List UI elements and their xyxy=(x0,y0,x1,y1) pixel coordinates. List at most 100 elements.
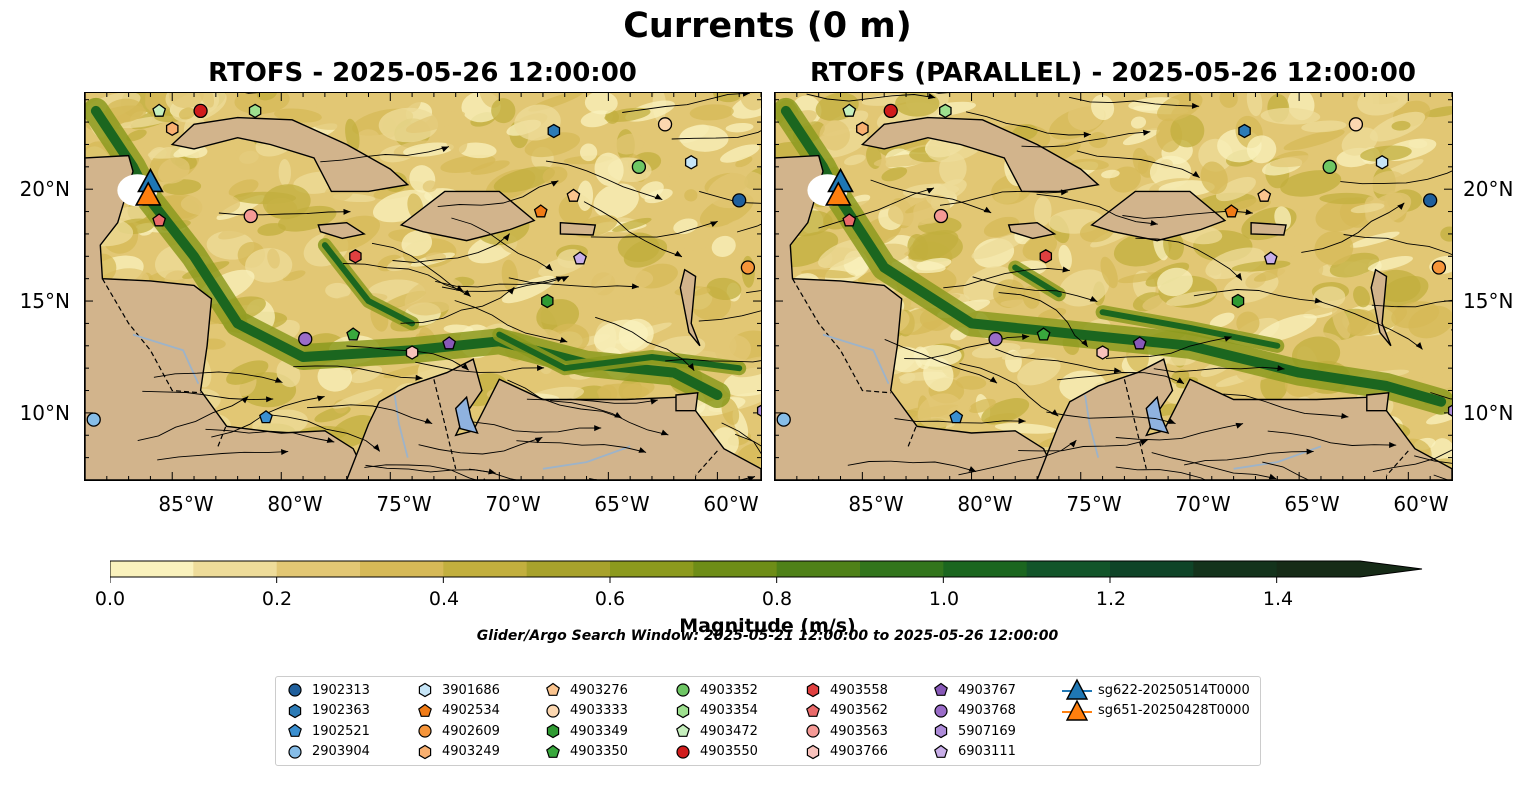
float-marker-4903558[interactable] xyxy=(349,249,362,264)
speed-patch xyxy=(1231,260,1291,272)
streamline xyxy=(959,362,1059,417)
float-marker-4902609[interactable] xyxy=(740,260,756,275)
float-marker-3901686[interactable] xyxy=(1375,155,1389,170)
float-marker-4903472[interactable] xyxy=(152,103,167,117)
legend-label: 1902363 xyxy=(312,703,370,718)
streamline xyxy=(1115,423,1244,441)
speed-patch xyxy=(707,170,761,209)
streamline xyxy=(590,220,718,238)
speed-patch xyxy=(916,257,952,271)
legend-label: 4903766 xyxy=(830,744,888,759)
float-marker-4902534[interactable] xyxy=(533,204,548,218)
streamline xyxy=(847,460,977,473)
float-marker-6903111[interactable] xyxy=(573,251,587,265)
speed-patch xyxy=(689,104,734,121)
speed-patch xyxy=(1391,301,1440,329)
float-marker-4903550[interactable] xyxy=(193,103,208,119)
speed-patch xyxy=(1367,255,1413,272)
streamline-arrow xyxy=(1277,365,1285,372)
float-marker-4903249[interactable] xyxy=(856,121,869,137)
glider-marker-sg651-20250428T0000[interactable] xyxy=(134,181,162,206)
float-marker-4903350[interactable] xyxy=(346,327,361,341)
speed-patch xyxy=(1360,145,1412,162)
streamline-arrow xyxy=(316,395,325,402)
float-marker-4903563[interactable] xyxy=(243,208,258,224)
map-canvas-rtofs-parallel xyxy=(775,93,1452,480)
legend-label: 2903904 xyxy=(312,744,370,759)
float-marker-4903249[interactable] xyxy=(165,121,179,137)
float-marker-4903276[interactable] xyxy=(566,188,581,202)
panel-title-rtofs: RTOFS - 2025-05-26 12:00:00 xyxy=(208,58,637,88)
legend-label: 4903276 xyxy=(570,682,628,698)
float-marker-4903472[interactable] xyxy=(842,103,857,117)
float-marker-4902534[interactable] xyxy=(1224,204,1239,218)
float-marker-5907169[interactable] xyxy=(1447,404,1452,417)
float-marker-1902313[interactable] xyxy=(1423,193,1438,208)
map-panel-rtofs[interactable] xyxy=(84,92,762,481)
speed-patch xyxy=(706,277,742,301)
streamline-arrow xyxy=(1062,266,1070,273)
float-marker-4903354[interactable] xyxy=(248,103,262,119)
float-marker-4903558[interactable] xyxy=(1039,249,1053,264)
speed-patch xyxy=(400,93,422,113)
streamline xyxy=(157,451,289,461)
float-marker-1902521[interactable] xyxy=(949,410,964,424)
float-marker-3901686[interactable] xyxy=(684,155,698,170)
float-marker-4903352[interactable] xyxy=(1322,159,1337,174)
land-south-america xyxy=(1036,358,1452,480)
float-marker-5907169[interactable] xyxy=(756,404,761,417)
float-marker-4903768[interactable] xyxy=(298,331,313,347)
float-marker-4903333[interactable] xyxy=(657,117,673,132)
colorbar xyxy=(109,560,1430,584)
float-marker-4903349[interactable] xyxy=(1231,293,1245,309)
float-marker-4903767[interactable] xyxy=(1132,336,1147,350)
legend-label: 4902609 xyxy=(442,723,500,739)
legend-item-4903249: 4903249 xyxy=(416,742,500,762)
float-marker-1902521[interactable] xyxy=(259,410,273,424)
streamline-arrow xyxy=(373,444,380,452)
float-marker-4903766[interactable] xyxy=(405,345,419,360)
streamline-arrow xyxy=(1113,367,1122,374)
float-marker-1902313[interactable] xyxy=(732,193,747,208)
float-marker-4903562[interactable] xyxy=(152,213,167,227)
speed-patch xyxy=(735,156,753,168)
float-marker-4903550[interactable] xyxy=(883,103,898,119)
float-marker-2903904[interactable] xyxy=(86,412,101,427)
colorbar-tick: 0.4 xyxy=(428,588,460,610)
streamline xyxy=(293,365,423,379)
legend-label: 1902313 xyxy=(312,682,370,698)
speed-patch xyxy=(256,93,278,101)
float-marker-4903768[interactable] xyxy=(988,331,1003,347)
speed-patch xyxy=(491,98,516,124)
streamline-arrow xyxy=(594,425,602,432)
float-marker-4903350[interactable] xyxy=(1036,327,1051,341)
legend-item-4903550: 4903550 xyxy=(674,742,758,762)
float-marker-4903349[interactable] xyxy=(541,293,554,309)
float-marker-4903766[interactable] xyxy=(1096,345,1109,360)
float-marker-4903333[interactable] xyxy=(1348,117,1364,132)
float-marker-6903111[interactable] xyxy=(1263,251,1278,265)
legend-marker-icon xyxy=(676,703,690,718)
float-marker-4903276[interactable] xyxy=(1257,188,1272,202)
legend-item-sg651-20250428T0000: sg651-20250428T0000 xyxy=(1062,698,1250,721)
legend-marker-icon xyxy=(676,723,690,737)
float-marker-4902609[interactable] xyxy=(1431,260,1447,275)
streamline xyxy=(736,223,761,233)
float-marker-2903904[interactable] xyxy=(776,412,791,427)
map-panel-rtofs-parallel[interactable] xyxy=(774,92,1453,481)
float-marker-1902363[interactable] xyxy=(1238,123,1251,139)
streamline-arrow xyxy=(1176,377,1185,384)
float-marker-4903354[interactable] xyxy=(939,103,952,119)
speed-patch xyxy=(1357,93,1411,116)
glider-marker-sg651-20250428T0000[interactable] xyxy=(824,181,852,206)
float-marker-4903767[interactable] xyxy=(442,336,457,350)
float-marker-4903352[interactable] xyxy=(631,159,647,174)
float-marker-1902363[interactable] xyxy=(547,123,561,139)
speed-patch xyxy=(493,166,555,193)
float-marker-4903562[interactable] xyxy=(842,213,857,227)
streamline-arrow xyxy=(631,283,640,290)
colorbar-segment xyxy=(943,561,1028,577)
y-tick-left: 15°N xyxy=(19,289,70,313)
speed-patch xyxy=(126,129,147,142)
float-marker-4903563[interactable] xyxy=(933,208,949,224)
